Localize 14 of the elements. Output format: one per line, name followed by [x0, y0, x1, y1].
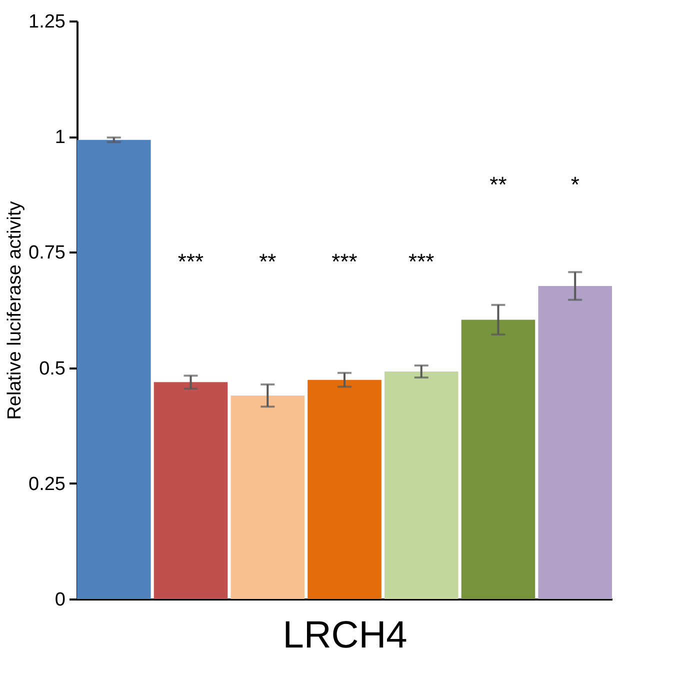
y-tick-label: 0.25 [28, 474, 66, 495]
y-tick-label: 1 [54, 127, 66, 148]
annotation: *** [178, 249, 204, 274]
y-axis-title: Relative luciferase activity [4, 200, 26, 420]
annotation: ** [259, 249, 277, 274]
annotation: *** [332, 249, 358, 274]
y-tick-label: 0.75 [28, 242, 66, 264]
y-tick-label: 0 [54, 590, 66, 610]
annotation: * [570, 172, 580, 197]
x-axis-title: LRCH4 [282, 614, 408, 656]
y-tick-label: 0.5 [39, 358, 66, 380]
annotation: ** [490, 172, 508, 197]
annotation: *** [408, 249, 435, 274]
y-tick-label: 1.25 [28, 12, 66, 32]
